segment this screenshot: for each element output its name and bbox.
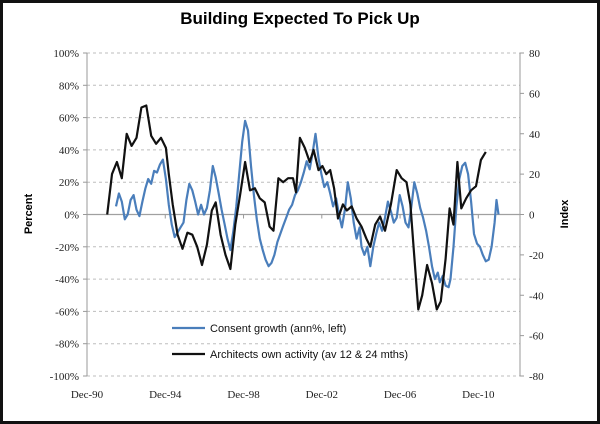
y-tick-label: -40%: [55, 274, 79, 286]
gridlines: [87, 52, 520, 377]
y-axis-label: Percent: [23, 193, 35, 234]
y2-axis-label: Index: [559, 199, 571, 229]
series-line-architects-activity: [106, 104, 487, 311]
x-tick-label: Dec-98: [227, 389, 260, 401]
legend: Consent growth (ann%, left) Architects ow…: [172, 323, 408, 361]
y-tick-label: 100%: [53, 48, 79, 60]
x-tick-label: Dec-02: [306, 389, 338, 401]
y2-tick-label: 60: [529, 88, 541, 100]
series-lines: [106, 104, 500, 311]
y-tick-label: -80%: [55, 339, 79, 351]
legend-label: Consent growth (ann%, left): [210, 323, 346, 335]
x-tick-label: Dec-94: [149, 389, 182, 401]
y-tick-label: 20%: [59, 177, 79, 189]
x-tick-label: Dec-10: [462, 389, 495, 401]
y2-tick-label: 80: [529, 48, 541, 60]
y2-tick-label: 20: [529, 169, 541, 181]
y-tick-label: -60%: [55, 306, 79, 318]
y-tick-label: 40%: [59, 145, 79, 157]
y2-tick-label: 40: [529, 129, 541, 141]
x-tick-label: Dec-06: [384, 389, 417, 401]
y-tick-label: 80%: [59, 80, 79, 92]
y2-tick-label: -40: [529, 290, 544, 302]
y2-tick-label: -80: [529, 371, 544, 383]
x-tick-label: Dec-90: [71, 389, 104, 401]
y-tick-label: -100%: [50, 371, 79, 383]
y-tick-label: 60%: [59, 113, 79, 125]
y-tick-label: 0%: [64, 210, 79, 222]
axes: 100% 80% 60% 40% 20% 0% -20% -40% -60% -80% -100% 8…: [50, 48, 544, 401]
series-line-consent-growth: [114, 119, 500, 289]
y2-tick-label: 0: [529, 210, 535, 222]
chart-title: Building Expected To Pick Up: [180, 9, 420, 28]
legend-label: Architects own activity (av 12 & 24 mths…: [210, 349, 408, 361]
y-tick-label: -20%: [55, 242, 79, 254]
y2-tick-label: -60: [529, 331, 544, 343]
y2-tick-label: -20: [529, 250, 544, 262]
